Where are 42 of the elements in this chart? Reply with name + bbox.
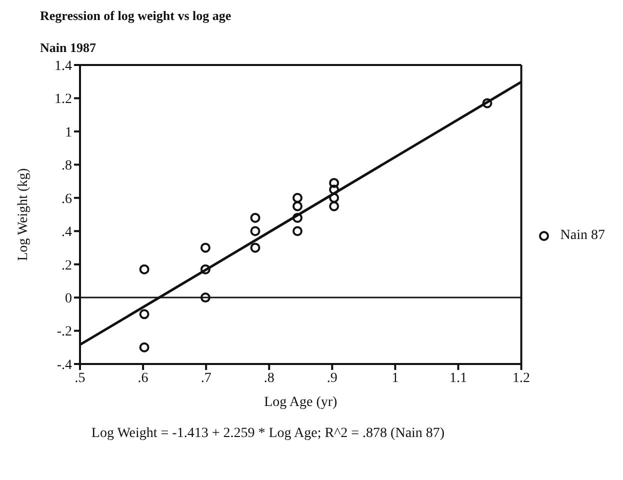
point (139, 264, 150, 274)
x-tick-label: .7 (200, 370, 212, 386)
point (329, 178, 340, 188)
y-tick-label: .4 (62, 225, 72, 240)
point (329, 184, 340, 195)
y-tick-label: 1 (65, 125, 72, 140)
point (292, 201, 302, 212)
x-axis-title: Log Age (yr) (264, 395, 338, 410)
x-tick-label: 1.2 (512, 370, 530, 386)
point (250, 212, 260, 223)
point (250, 242, 260, 253)
text: Log Weight = -1.413 + 2.259 * Log Age; R^2 = .878 (Nain 87) (90, 426, 446, 442)
point (139, 309, 150, 320)
x-tick-label: .8 (264, 370, 274, 386)
point (139, 342, 150, 352)
legend-label: Nain 87 (560, 228, 605, 244)
point (200, 292, 210, 303)
chart-subtitle: Nain 1987 (40, 40, 97, 56)
chart-title: Regression of log weight vs log age (40, 8, 232, 24)
point (292, 212, 302, 223)
y-axis-title: Log Weight (kg) (16, 168, 31, 261)
y-tick-label: -.2 (56, 324, 72, 340)
point (329, 192, 340, 203)
point (292, 226, 302, 236)
x-tick-label: .9 (326, 370, 338, 386)
y-tick-label: 0 (65, 292, 72, 307)
x-tick-label: 1 (392, 370, 399, 386)
point (292, 192, 302, 203)
point (250, 226, 260, 236)
x-tick-label: .6 (138, 370, 148, 386)
y-tick-label: -.4 (56, 358, 72, 373)
y-tick-label: 1.4 (54, 58, 72, 74)
point (482, 98, 492, 108)
y-tick-label: .2 (62, 258, 72, 274)
y-tick-label: 1.2 (54, 92, 72, 108)
y-tick-label: .8 (62, 158, 72, 174)
x-tick-label: 1.1 (449, 370, 467, 386)
point (329, 201, 340, 212)
point (200, 264, 210, 274)
x-tick-label: .5 (74, 370, 86, 386)
point (200, 242, 210, 253)
y-tick-label: .6 (62, 192, 72, 207)
